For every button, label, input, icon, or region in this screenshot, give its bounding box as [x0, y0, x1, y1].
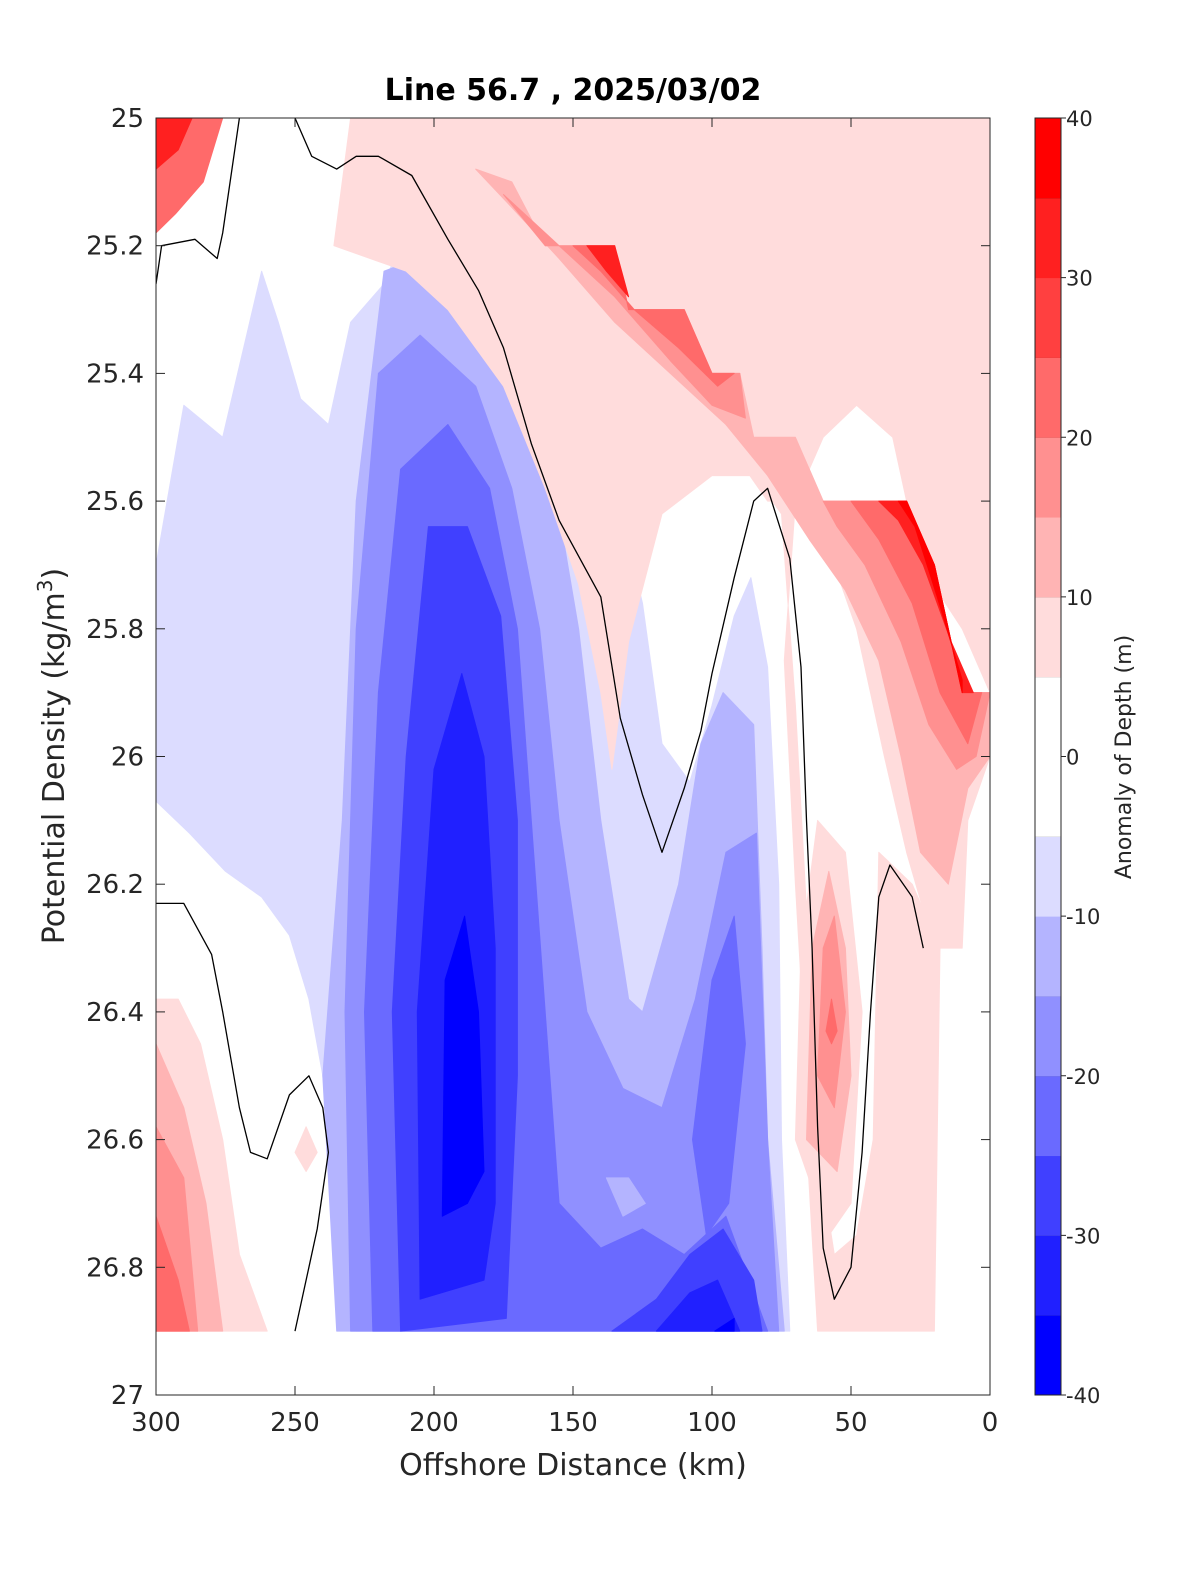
- x-tick-label-6: 0: [982, 1408, 999, 1438]
- colorbar-tick-label-7: -30: [1066, 1224, 1100, 1248]
- zero-contour-1: [294, 118, 924, 1300]
- colorbar-band-5: [1035, 916, 1061, 997]
- y-axis-label-superscript: 3: [33, 579, 57, 592]
- y-tick-label-3: 25.6: [86, 487, 144, 517]
- colorbar-band-4: [1035, 995, 1061, 1077]
- colorbar-label: Anomaly of Depth (m): [1112, 635, 1137, 879]
- anomaly-region-11: [714, 1317, 735, 1332]
- colorbar-tick-label-8: -40: [1066, 1384, 1100, 1408]
- zero-contour-0: [156, 118, 241, 285]
- anomaly-region-23: [897, 500, 963, 694]
- x-tick-label-4: 100: [687, 1408, 737, 1438]
- x-tick-label-5: 50: [834, 1408, 867, 1438]
- anomaly-region-14: [294, 118, 990, 1332]
- anomaly-region-30: [294, 1126, 318, 1172]
- colorbar-band-6: [1035, 836, 1061, 917]
- colorbar-band-12: [1035, 277, 1061, 358]
- x-axis-label: Offshore Distance (km): [399, 1448, 747, 1483]
- colorbar-band-3: [1035, 1075, 1061, 1157]
- y-tick-label-9: 26.8: [86, 1253, 144, 1283]
- anomaly-region-21: [586, 245, 630, 298]
- colorbar-tick-label-4: 0: [1066, 746, 1079, 770]
- colorbar-tick-label-2: 20: [1066, 426, 1093, 450]
- anomaly-region-5: [692, 915, 746, 1236]
- x-tick-label-1: 250: [270, 1408, 320, 1438]
- x-axis: 300 250 200 150 100 50 0: [131, 118, 998, 1438]
- colorbar-tick-label-5: -10: [1066, 905, 1100, 929]
- colorbar-band-10: [1035, 437, 1061, 518]
- x-tick-label-2: 200: [409, 1408, 459, 1438]
- colorbar-tick-label-0: 40: [1066, 107, 1093, 131]
- y-tick-label-4: 25.8: [86, 615, 144, 645]
- y-tick-label-7: 26.4: [86, 998, 144, 1028]
- anomaly-region-35: [605, 1177, 646, 1217]
- anomaly-region-34: [825, 998, 838, 1045]
- colorbar-band-9: [1035, 517, 1061, 598]
- y-tick-label-2: 25.4: [86, 359, 144, 389]
- anomaly-fills: [156, 118, 990, 1332]
- y-tick-label-6: 26.2: [86, 870, 144, 900]
- x-tick-label-3: 150: [548, 1408, 598, 1438]
- colorbar-band-14: [1035, 118, 1061, 199]
- chart-title: Line 56.7 , 2025/03/02: [385, 73, 762, 108]
- colorbar: 40 30 20 10 0 -10 -20 -30 -40: [1034, 107, 1100, 1408]
- y-tick-label-10: 27: [111, 1381, 144, 1411]
- colorbar-band-0: [1035, 1315, 1061, 1396]
- anomaly-region-25: [156, 118, 193, 170]
- y-tick-label-8: 26.6: [86, 1126, 144, 1156]
- anomaly-region-9: [655, 1279, 741, 1332]
- colorbar-band-13: [1035, 197, 1061, 279]
- colorbar-tick-label-3: 10: [1066, 586, 1093, 610]
- x-tick-label-0: 300: [131, 1408, 181, 1438]
- y-axis-label-text: Potential Density (kg/m: [37, 592, 72, 944]
- y-tick-label-5: 26: [111, 743, 144, 773]
- y-axis-label-close: ): [37, 568, 72, 580]
- colorbar-band-11: [1035, 357, 1061, 438]
- anomaly-region-29: [156, 1215, 190, 1332]
- colorbar-band-8: [1035, 596, 1061, 678]
- y-tick-label-0: 25: [111, 104, 144, 134]
- colorbar-band-7: [1035, 676, 1061, 837]
- y-tick-label-1: 25.2: [86, 232, 144, 262]
- y-axis-label: Potential Density (kg/m3): [33, 568, 72, 944]
- colorbar-tick-label-1: 30: [1066, 267, 1093, 291]
- y-axis: 25 25.2 25.4 25.6 25.8 26 26.2 26.4 26.6 26.8 27: [86, 104, 990, 1411]
- colorbar-band-2: [1035, 1155, 1061, 1236]
- colorbar-tick-label-6: -20: [1066, 1065, 1100, 1089]
- anomaly-region-10: [441, 915, 485, 1217]
- zero-contour-lines: [156, 118, 924, 1332]
- colorbar-band-1: [1035, 1235, 1061, 1316]
- zero-contour-2: [156, 902, 330, 1332]
